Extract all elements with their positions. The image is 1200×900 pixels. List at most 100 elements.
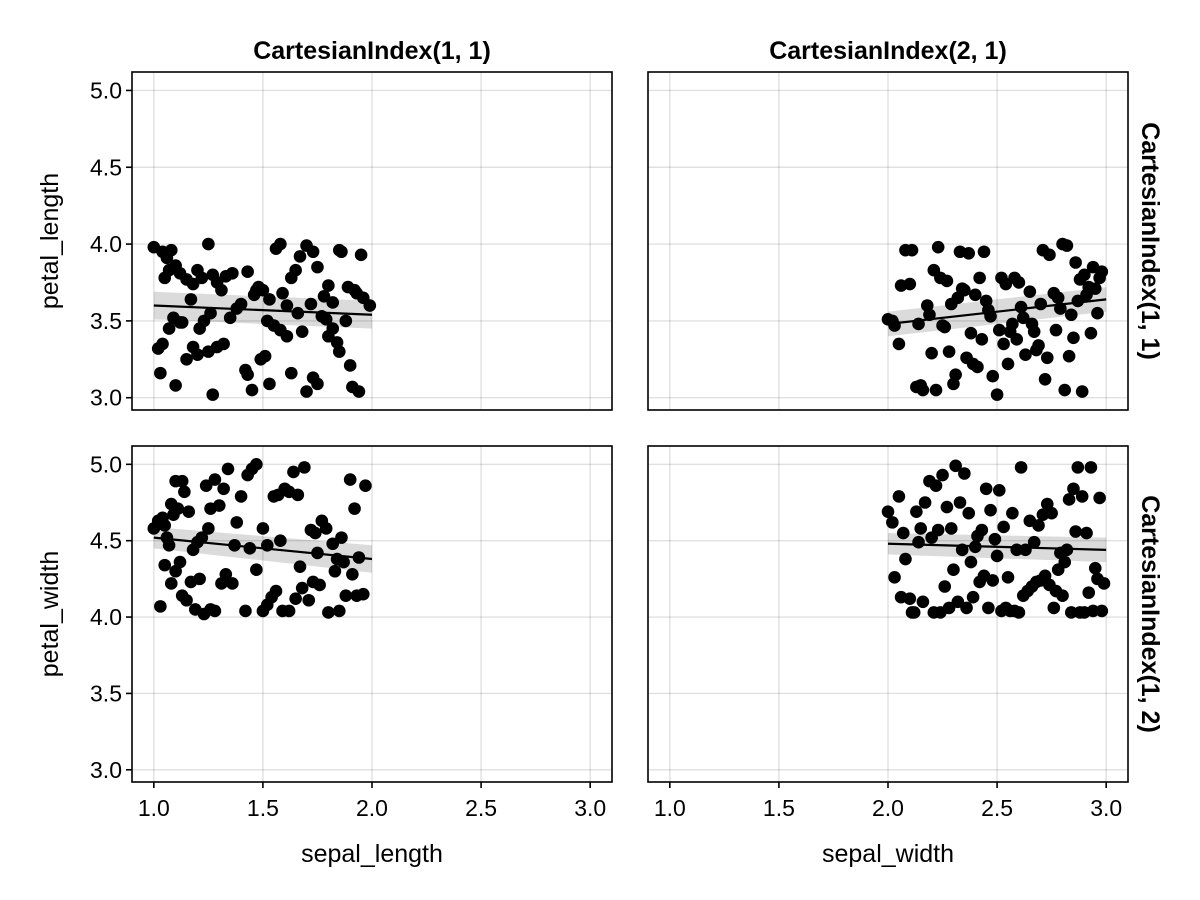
panel-2-2-point-45 bbox=[1067, 482, 1080, 496]
panel-1-2-point-87 bbox=[914, 379, 928, 392]
panel-1-1-point-89 bbox=[304, 297, 318, 311]
panel-2-2-point-5 bbox=[899, 552, 912, 566]
panel-1-1-ytick-label-3: 4.5 bbox=[90, 154, 122, 180]
panel-1-2-point-31 bbox=[1023, 285, 1037, 299]
panel-1-2-point-9 bbox=[925, 346, 938, 360]
panel-2-1-point-10 bbox=[175, 474, 189, 488]
panel-1-2-point-20 bbox=[973, 271, 986, 285]
panel-2-2-point-95 bbox=[912, 535, 925, 549]
panel-1-1-point-48 bbox=[191, 348, 204, 361]
fit-lines bbox=[153, 298, 1107, 561]
panel-2-1-point-20 bbox=[217, 482, 230, 496]
column-title-1: CartesianIndex(1, 1) bbox=[253, 37, 491, 65]
panel-2-1-point-37 bbox=[308, 526, 322, 540]
panel-2-1-point-89 bbox=[219, 567, 233, 581]
panel-1-2-point-62 bbox=[1019, 348, 1032, 361]
panel-2-1-point-72 bbox=[313, 578, 326, 592]
panel-2-2-point-92 bbox=[1086, 604, 1100, 618]
panel-1-2-point-2 bbox=[892, 337, 906, 351]
panel-2-2-point-36 bbox=[1027, 535, 1041, 549]
panel-2-1-point-44 bbox=[348, 502, 361, 515]
panel-2-1-point-46 bbox=[154, 600, 167, 613]
panel-1-2-point-52 bbox=[936, 319, 949, 332]
panel-2-2-point-51 bbox=[1093, 491, 1106, 505]
panel-2-2-point-32 bbox=[1010, 543, 1024, 557]
panel-2-2-point-1 bbox=[886, 516, 899, 529]
panel-2-2-point-87 bbox=[1064, 606, 1078, 619]
panel-1-2-point-29 bbox=[1012, 276, 1026, 289]
panel-1-2-point-35 bbox=[1043, 248, 1056, 262]
panel-1-2-point-39 bbox=[1060, 239, 1074, 252]
panel-2-1-point-85 bbox=[293, 560, 307, 573]
panel-2-2-xtick-label-0: 1.0 bbox=[654, 795, 686, 821]
row-title-2: CartesianIndex(1, 2) bbox=[1136, 495, 1164, 733]
panel-2-2-point-47 bbox=[1075, 490, 1089, 503]
panel-1-1-point-31 bbox=[311, 260, 324, 274]
panel-1-2-point-14 bbox=[942, 345, 956, 358]
panel-2-1-point-77 bbox=[346, 567, 359, 581]
panel-1-2-fit-line bbox=[887, 298, 1107, 326]
panel-2-2-point-33 bbox=[1014, 461, 1028, 474]
panel-2-2-point-18 bbox=[949, 459, 962, 473]
panel-1-2-point-57 bbox=[975, 333, 989, 346]
panel-1-2-point-40 bbox=[1064, 308, 1078, 322]
panel-1-1-point-84 bbox=[234, 297, 248, 311]
panel-2-2-point-25 bbox=[979, 482, 993, 496]
panel-2-1-point-43 bbox=[343, 473, 357, 486]
panel-2-2-point-17 bbox=[944, 522, 958, 535]
panel-2-1-point-23 bbox=[234, 490, 248, 503]
panel-2-1-point-9 bbox=[171, 502, 185, 515]
panel-2-1-point-16 bbox=[199, 479, 213, 493]
panel-2-2-point-29 bbox=[997, 520, 1010, 534]
panel-2-2-xtick-label-4: 3.0 bbox=[1090, 795, 1122, 821]
panel-1-1-point-64 bbox=[280, 329, 294, 343]
panel-2-1-point-11 bbox=[178, 485, 191, 499]
panel-1-1-point-86 bbox=[260, 314, 274, 328]
panel-1-1-point-91 bbox=[330, 336, 344, 349]
panel-1-1-point-57 bbox=[241, 368, 254, 381]
panel-2-1-point-73 bbox=[322, 606, 335, 619]
panel-2-2-point-44 bbox=[1062, 493, 1076, 506]
panel-1-2-point-23 bbox=[986, 369, 1000, 383]
panel-2-2-point-20 bbox=[958, 467, 971, 480]
panel-2-1-point-22 bbox=[228, 538, 241, 552]
panel-1-2-point-71 bbox=[1088, 282, 1102, 295]
panel-2-2-point-91 bbox=[1082, 586, 1096, 599]
panel-1-2-point-49 bbox=[894, 279, 908, 292]
panel-2-1-point-83 bbox=[243, 542, 257, 555]
panel-1-1-point-53 bbox=[217, 337, 230, 351]
panel-2-1-point-15 bbox=[195, 531, 209, 544]
panel-2-2-point-27 bbox=[988, 532, 1002, 546]
panel-1-2-point-70 bbox=[1080, 288, 1093, 302]
panel-2-1-point-74 bbox=[328, 564, 342, 578]
panel-2-2-point-2 bbox=[888, 571, 901, 584]
panel-2-2-point-21 bbox=[962, 506, 976, 520]
panel-1-2-point-63 bbox=[1025, 317, 1039, 331]
panel-2-2-point-54 bbox=[907, 606, 921, 619]
panel-2-1-point-79 bbox=[356, 587, 370, 601]
panel-1-2-point-46 bbox=[1091, 306, 1104, 320]
scatter-points bbox=[147, 237, 1111, 621]
panel-1-1-point-30 bbox=[306, 245, 320, 259]
y-axis-label-1: petal_length bbox=[36, 173, 64, 309]
panel-2-2-point-0 bbox=[881, 505, 895, 518]
panel-1-1-ytick-label-2: 4.0 bbox=[90, 231, 122, 257]
panel-2-2-point-19 bbox=[953, 496, 967, 509]
panel-1-2-point-18 bbox=[962, 246, 976, 260]
panel-2-2-xtick-label-1: 1.5 bbox=[763, 795, 795, 821]
panel-1-2-point-81 bbox=[1038, 372, 1052, 386]
panel-1-1-point-87 bbox=[276, 286, 289, 300]
panel-2-1-point-12 bbox=[182, 505, 196, 518]
panel-1-1-point-83 bbox=[204, 306, 217, 320]
panel-1-1-point-81 bbox=[184, 293, 198, 306]
panel-2-2-point-49 bbox=[1084, 461, 1098, 474]
panel-2-2-point-61 bbox=[951, 595, 965, 609]
panel-1-1-point-93 bbox=[356, 291, 370, 305]
panel-2-1-point-47 bbox=[158, 558, 172, 572]
panel-2-1-point-68 bbox=[289, 592, 302, 606]
panel-1-1-point-46 bbox=[180, 353, 193, 366]
panel-1-1-point-7 bbox=[158, 271, 172, 285]
panel-2-1-ytick-label-2: 4.0 bbox=[90, 604, 122, 630]
panel-1-1-point-36 bbox=[335, 245, 348, 259]
